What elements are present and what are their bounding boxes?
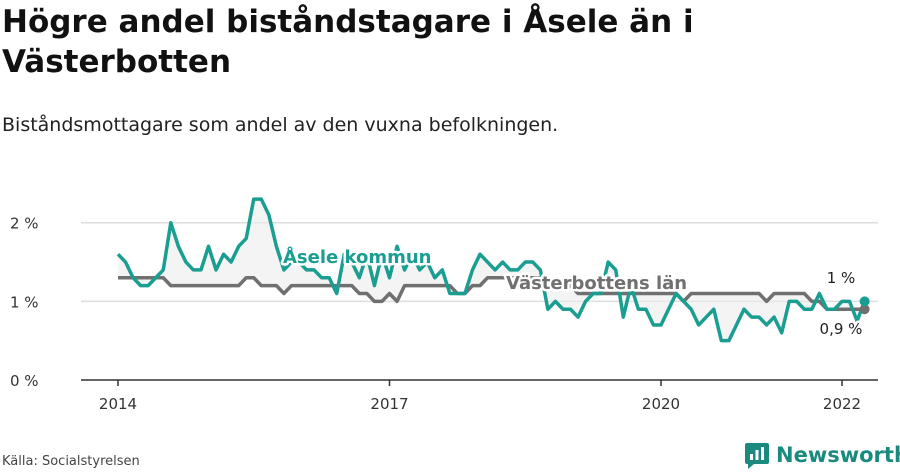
y-tick-label: 0 %: [10, 372, 39, 390]
series-label-asele-kommun: Åsele kommun: [283, 245, 432, 268]
x-tick-label: 2020: [642, 395, 680, 413]
series-line-asele-kommun: [116, 197, 867, 343]
chart-title: Högre andel biståndstagare i Åsele än i …: [2, 4, 694, 80]
series-label-vasterbottens-lan-halo: Västerbottens län: [506, 273, 687, 294]
y-tick-label: 1 %: [10, 293, 39, 311]
series-line-vasterbottens-lan: [118, 276, 865, 311]
series-label-vasterbottens-lan: Västerbottens län: [506, 273, 687, 294]
end-label-asele-kommun: 1 %: [827, 269, 856, 287]
y-tick-label: 2 %: [10, 215, 39, 233]
brand-logo: Newsworthy: [744, 440, 900, 470]
x-tick-label: 2014: [99, 395, 137, 413]
source-note: Källa: Socialstyrelsen: [2, 454, 140, 469]
x-tick-label: 2022: [823, 395, 861, 413]
x-tick-label: 2017: [370, 395, 408, 413]
axes: [81, 379, 878, 386]
newsworthy-logo-icon: [745, 443, 769, 469]
end-point-vasterbottens-lan: [859, 304, 870, 315]
brand-name: Newsworthy: [776, 443, 900, 467]
series-lines: [116, 197, 870, 343]
gap-fill: [118, 199, 865, 341]
chart-subtitle: Biståndsmottagare som andel av den vuxna…: [2, 114, 559, 136]
end-label-vasterbottens-lan-halo: 0,9 %: [820, 320, 863, 338]
gap-area: [118, 199, 865, 341]
end-point-asele-kommun: [859, 296, 870, 307]
end-label-asele-kommun-halo: 1 %: [827, 269, 856, 287]
series-label-asele-kommun-halo: Åsele kommun: [283, 245, 432, 268]
end-label-vasterbottens-lan: 0,9 %: [820, 320, 863, 338]
